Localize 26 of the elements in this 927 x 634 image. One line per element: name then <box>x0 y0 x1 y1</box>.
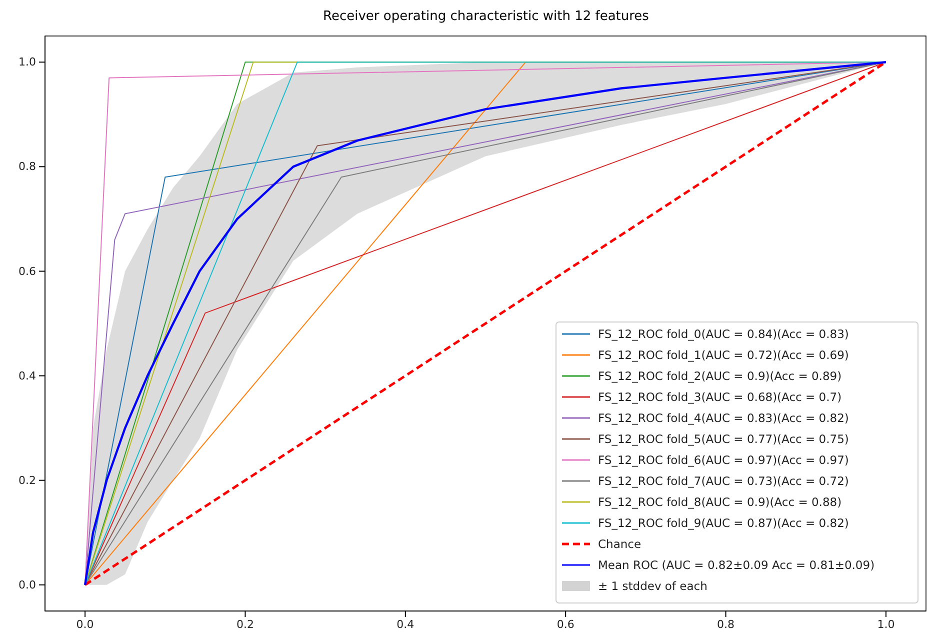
x-tick-label: 1.0 <box>877 618 895 631</box>
legend-label: Chance <box>598 537 642 551</box>
chart-title: Receiver operating characteristic with 12 features <box>323 9 650 24</box>
legend-label: FS_12_ROC fold_7(AUC = 0.73)(Acc = 0.72) <box>598 474 849 488</box>
legend-label: FS_12_ROC fold_6(AUC = 0.97)(Acc = 0.97) <box>598 453 849 467</box>
y-tick-label: 0.4 <box>18 369 36 382</box>
y-tick-label: 0.0 <box>18 578 36 592</box>
x-tick-label: 0.4 <box>396 618 414 631</box>
x-tick-label: 0.8 <box>717 618 735 631</box>
x-tick-label: 0.0 <box>76 618 94 631</box>
legend-label: FS_12_ROC fold_9(AUC = 0.87)(Acc = 0.82) <box>598 516 849 530</box>
legend-label: FS_12_ROC fold_8(AUC = 0.9)(Acc = 0.88) <box>598 495 842 509</box>
y-tick-label: 0.2 <box>18 474 36 487</box>
legend-label: FS_12_ROC fold_4(AUC = 0.83)(Acc = 0.82) <box>598 411 849 425</box>
legend-label: FS_12_ROC fold_0(AUC = 0.84)(Acc = 0.83) <box>598 327 849 341</box>
legend-label: FS_12_ROC fold_3(AUC = 0.68)(Acc = 0.7) <box>598 390 842 404</box>
legend-label: Mean ROC (AUC = 0.82±0.09 Acc = 0.81±0.09) <box>598 558 875 572</box>
x-tick-label: 0.6 <box>556 618 574 631</box>
annotation: ± 1 stddev of each <box>598 579 708 593</box>
y-tick-label: 0.6 <box>18 264 36 278</box>
x-tick-label: 0.2 <box>236 618 254 631</box>
legend-label: FS_12_ROC fold_1(AUC = 0.72)(Acc = 0.69) <box>598 348 849 362</box>
y-tick-label: 0.8 <box>18 160 36 174</box>
legend-label: FS_12_ROC fold_5(AUC = 0.77)(Acc = 0.75) <box>598 432 849 446</box>
legend-label: FS_12_ROC fold_2(AUC = 0.9)(Acc = 0.89) <box>598 369 842 383</box>
y-tick-label: 1.0 <box>18 56 36 69</box>
